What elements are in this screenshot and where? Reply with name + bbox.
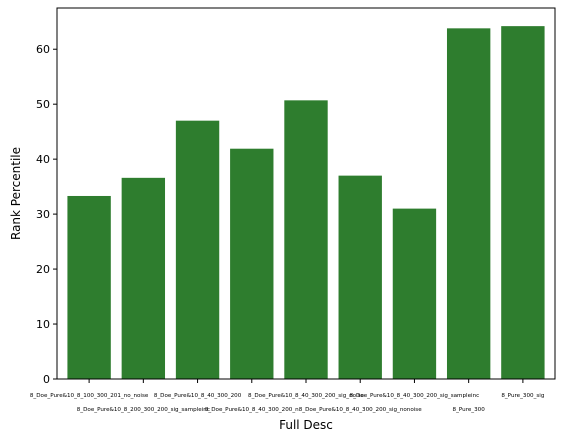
x-tick-label: 8_Pure_300_sig [501,393,545,399]
bar [392,208,437,379]
x-tick-label: 8_Doe_Pure&10_8_40_300_200 [154,393,242,399]
y-tick-label: 10 [36,318,50,331]
bar [230,148,274,379]
y-tick-label: 60 [36,43,50,56]
x-axis: 8_Doe_Pure&10_8_100_300_201_no_noise 8_Do… [30,379,545,413]
y-tick-label: 20 [36,263,50,276]
x-tick-label: 8_Doe_Pure&10_8_100_300_201_no_noise [30,393,149,399]
x-tick-label: 8_Doe_Pure&10_8_40_300_200_n [205,407,299,413]
x-axis-label: Full Desc [279,418,333,432]
y-tick-label: 40 [36,153,50,166]
plot-frame [56,7,556,380]
y-tick-label: 50 [36,98,50,111]
bar [121,177,166,379]
bar [446,28,491,379]
x-tick-label: 8_Doe_Pure&10_8_40_300_200_sig_noise [248,393,365,399]
x-tick-label: 8_Doe_Pure&10_8_200_300_200_sig_samplein… [77,407,210,413]
y-tick-label: 0 [43,373,50,386]
bar [338,175,382,379]
bar [175,120,220,379]
bar [67,195,111,379]
y-axis: 0 10 20 30 40 50 60 [36,43,57,386]
x-tick-label: 8_Pure_300 [453,407,486,413]
y-axis-label: Rank Percentile [9,147,23,240]
x-tick-label: 8_Doe_Pure&10_8_40_300_200_sig_nonoise [299,407,422,413]
y-tick-label: 30 [36,208,50,221]
bars-group [67,26,545,380]
bar [501,26,545,379]
bar [284,100,328,380]
x-tick-label: 8_Doe_Pure&10_8_40_300_200_sig_sampleinc [350,393,480,399]
